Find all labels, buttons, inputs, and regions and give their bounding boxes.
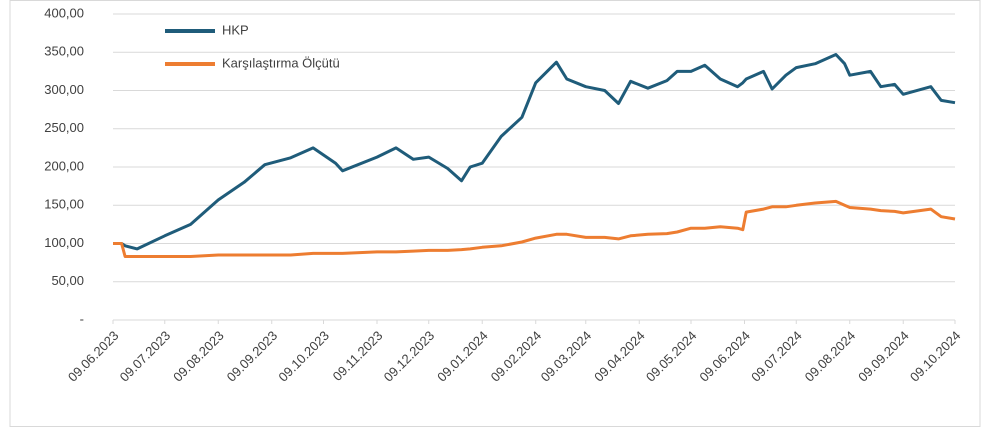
x-tick-label: 09.06.2023 <box>65 328 122 385</box>
series-line <box>113 199 956 258</box>
x-tick-label: 09.11.2023 <box>330 328 386 384</box>
x-tick-label: 09.07.2023 <box>117 328 174 385</box>
x-tick-label: 09.04.2024 <box>591 328 648 385</box>
y-tick-label: 250,00 <box>44 120 84 135</box>
y-tick-label: 200,00 <box>44 158 84 173</box>
y-tick-label: 100,00 <box>44 235 84 250</box>
x-tick-label: 09.10.2023 <box>275 328 332 385</box>
x-tick-label: 09.09.2023 <box>224 328 281 385</box>
x-tick-label: 09.10.2024 <box>907 328 964 385</box>
x-tick-label: 09.08.2023 <box>170 328 227 385</box>
legend-label: HKP <box>222 22 249 37</box>
x-tick-label: 09.02.2024 <box>488 328 545 385</box>
x-tick-label: 09.09.2024 <box>855 328 912 385</box>
legend-label: Karşılaştırma Ölçütü <box>222 55 340 70</box>
chart-frame <box>9 0 981 427</box>
y-tick-label: 50,00 <box>51 273 84 288</box>
x-tick-label: 09.03.2024 <box>538 328 595 385</box>
series-line <box>113 53 956 251</box>
y-tick-label: - <box>80 311 84 326</box>
y-tick-label: 350,00 <box>44 44 84 59</box>
x-tick-label: 09.06.2024 <box>696 328 753 385</box>
y-tick-label: 150,00 <box>44 197 84 212</box>
x-tick-label: 09.01.2024 <box>434 328 491 385</box>
x-tick-label: 09.07.2024 <box>748 328 805 385</box>
x-tick-label: 09.08.2024 <box>802 328 859 385</box>
x-tick-label: 09.12.2023 <box>381 328 438 385</box>
y-tick-label: 400,00 <box>44 5 84 20</box>
x-tick-label: 09.05.2024 <box>643 328 700 385</box>
y-tick-label: 300,00 <box>44 82 84 97</box>
